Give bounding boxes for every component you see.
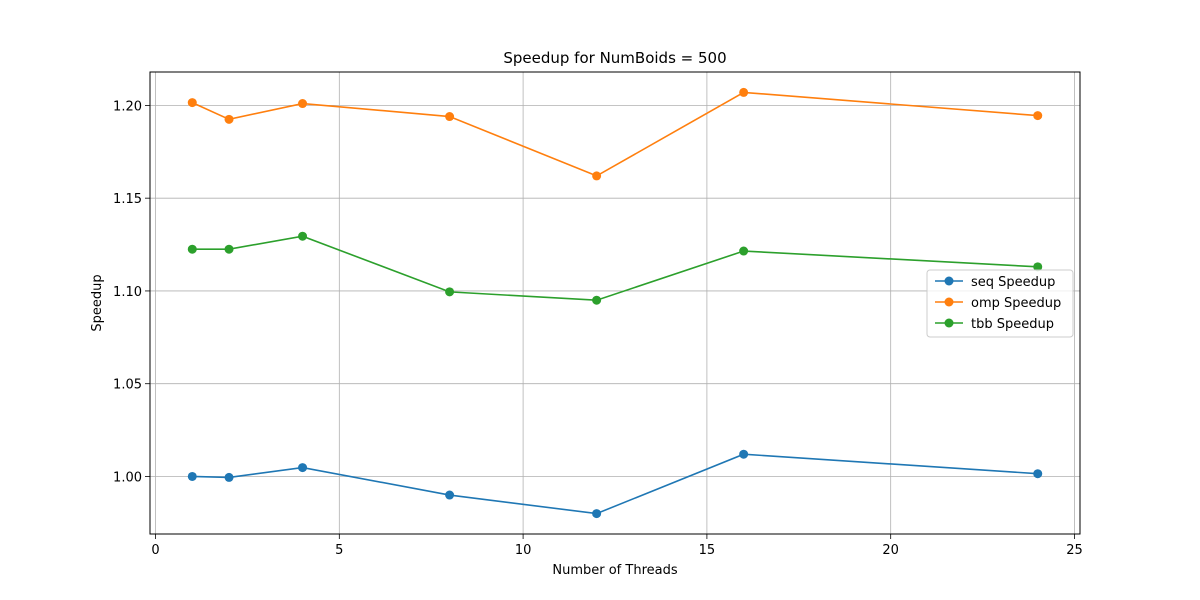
legend-label-tbb-speedup: tbb Speedup: [971, 317, 1054, 332]
data-point-omp-speedup: [298, 99, 308, 109]
data-point-tbb-speedup: [445, 287, 455, 297]
data-point-tbb-speedup: [739, 246, 749, 256]
axis-ticks: 0 5 10 15 20 25 1.00 1.05 1.10 1.15 1.20: [113, 99, 1083, 558]
plot-area: [187, 87, 1043, 519]
data-point-omp-speedup: [739, 87, 749, 97]
legend-box: [926, 269, 1074, 338]
data-point-seq-speedup: [592, 509, 602, 519]
chart-title: Speedup for NumBoids = 500: [503, 49, 726, 67]
data-point-omp-speedup: [187, 98, 197, 108]
data-point-seq-speedup: [1033, 469, 1043, 479]
data-point-seq-speedup: [445, 490, 455, 500]
data-point-omp-speedup: [1033, 111, 1043, 121]
x-axis-label: Number of Threads: [552, 563, 677, 578]
x-tick-label: 10: [515, 543, 532, 558]
series-tbb-speedup: [187, 231, 1043, 305]
data-point-tbb-speedup: [592, 295, 602, 305]
x-tick-label: 25: [1066, 543, 1083, 558]
series-line-omp-speedup: [191, 91, 1038, 177]
y-tick-label: 1.10: [113, 285, 142, 300]
data-point-seq-speedup: [187, 471, 197, 481]
data-point-tbb-speedup: [298, 231, 308, 241]
legend-label-seq-speedup: seq Speedup: [971, 275, 1055, 290]
y-tick-label: 1.00: [113, 470, 142, 485]
legend-marker-tbb-speedup: [944, 318, 954, 328]
data-point-omp-speedup: [592, 171, 602, 181]
x-tick-label: 20: [882, 543, 899, 558]
y-tick-label: 1.05: [113, 378, 142, 393]
plot-frame: [149, 71, 1081, 535]
x-tick-label: 0: [151, 543, 159, 558]
x-tick-label: 5: [335, 543, 343, 558]
data-point-seq-speedup: [298, 463, 308, 473]
legend-marker-omp-speedup: [944, 297, 954, 307]
series-line-seq-speedup: [192, 453, 1038, 515]
data-point-tbb-speedup: [1033, 262, 1043, 272]
legend-label-omp-speedup: omp Speedup: [971, 296, 1061, 311]
series-omp-speedup: [187, 87, 1043, 181]
y-tick-label: 1.15: [113, 192, 142, 207]
data-point-omp-speedup: [445, 112, 455, 122]
x-tick-label: 15: [699, 543, 716, 558]
legend: seq Speedup omp Speedup tbb Speedup: [926, 269, 1074, 338]
legend-marker-seq-speedup: [944, 276, 954, 286]
data-point-seq-speedup: [739, 449, 749, 459]
y-tick-label: 1.20: [113, 99, 142, 114]
data-point-omp-speedup: [224, 114, 234, 124]
data-point-seq-speedup: [224, 472, 234, 482]
y-axis-label: Speedup: [90, 274, 105, 331]
data-point-tbb-speedup: [224, 244, 234, 254]
series-seq-speedup: [187, 449, 1043, 519]
data-point-tbb-speedup: [187, 244, 197, 254]
